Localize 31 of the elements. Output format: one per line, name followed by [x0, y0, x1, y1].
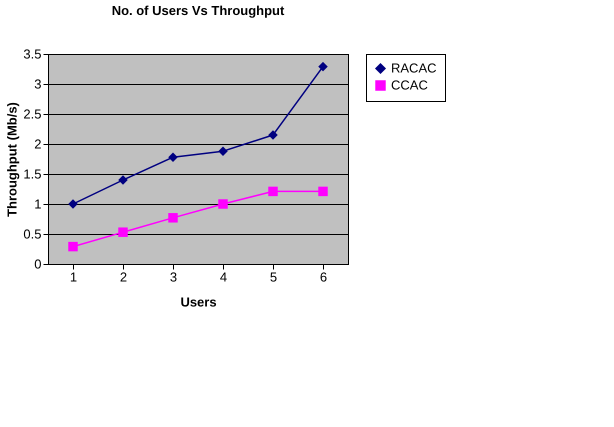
- point: [118, 227, 128, 237]
- chart-title: No. of Users Vs Throughput: [112, 3, 285, 18]
- point: [68, 242, 78, 252]
- y-tick-label: 3: [34, 76, 42, 92]
- x-tick-label: 2: [120, 270, 128, 284]
- point: [318, 62, 328, 72]
- point: [218, 146, 228, 156]
- legend-label: CCAC: [391, 78, 428, 92]
- y-tick-label: 2: [34, 136, 42, 152]
- point: [268, 186, 278, 196]
- point: [218, 199, 228, 209]
- y-tick-label: 1: [34, 196, 42, 212]
- point: [168, 152, 178, 162]
- y-tick-label: 0.5: [23, 226, 42, 242]
- x-tick-label: 1: [70, 270, 78, 284]
- point: [168, 213, 178, 223]
- y-tick-label: 2.5: [23, 106, 42, 122]
- point: [268, 130, 278, 140]
- x-tick-label: 3: [170, 270, 178, 284]
- legend-label: RACAC: [391, 60, 437, 76]
- x-tick-label: 4: [220, 270, 228, 284]
- point: [118, 175, 128, 185]
- y-axis-title: Throughput (Mb/s): [4, 102, 20, 217]
- x-tick-label: 5: [270, 270, 278, 284]
- y-tick-label: 1.5: [23, 166, 42, 182]
- point: [68, 199, 78, 209]
- x-tick-label: 6: [320, 270, 328, 284]
- y-tick-label: 0: [34, 256, 42, 272]
- point: [318, 186, 328, 196]
- x-axis-title: Users: [180, 294, 217, 310]
- y-tick-label: 3.5: [23, 46, 42, 62]
